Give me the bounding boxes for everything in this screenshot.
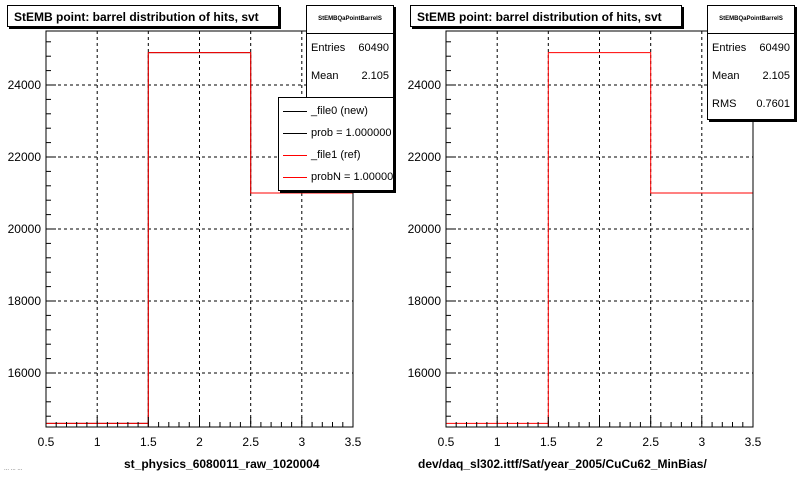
right-x-axis-title: dev/daq_sl302.ittf/Sat/year_2005/CuCu62_…	[418, 457, 707, 471]
left-x-tick-label: 1	[94, 435, 101, 449]
right-y-tick-label: 24000	[408, 78, 442, 92]
right-x-tick-label: 3.5	[745, 435, 762, 449]
legend-label-probn: probN = 1.000000	[311, 171, 394, 183]
right-stats-name: StEMBQaPointBarrelS	[708, 6, 794, 34]
right-canvas-pad: 0.5 1 1.5 2 2.5 3 3.5 16000 18000 20000 22000 24000…	[400, 0, 800, 480]
left-stats-row-mean: Mean 2.105	[307, 62, 393, 90]
left-x-tick-label: 1.5	[140, 435, 157, 449]
right-series-0-line	[446, 52, 753, 424]
left-footnote: ... ... ...	[4, 466, 23, 472]
right-stats-row-entries: Entries 60490	[708, 34, 794, 62]
right-histogram-plot: 0.5 1 1.5 2 2.5 3 3.5 16000 18000 20000 22000 24000	[408, 30, 762, 449]
legend-entry-prob: prob = 1.000000	[279, 122, 393, 144]
right-y-tick-label: 20000	[408, 222, 442, 236]
legend-line-prob	[283, 133, 307, 134]
legend-label-file0: _file0 (new)	[311, 105, 368, 117]
right-x-tick-label: 2	[596, 435, 603, 449]
right-stats-entries-value: 60490	[759, 42, 790, 54]
right-x-tick-label: 2.5	[642, 435, 659, 449]
left-y-tick-label: 24000	[8, 78, 42, 92]
legend-line-file1	[283, 155, 307, 156]
left-series-1-line	[46, 52, 353, 424]
left-x-tick-label: 0.5	[38, 435, 55, 449]
right-x-tick-label: 1.5	[540, 435, 557, 449]
left-stats-name: StEMBQaPointBarrelS	[307, 6, 393, 34]
right-stats-mean-value: 2.105	[762, 70, 790, 82]
left-stats-row-entries: Entries 60490	[307, 34, 393, 62]
left-y-tick-label: 22000	[8, 150, 42, 164]
left-x-tick-label: 3	[298, 435, 305, 449]
left-x-tick-label: 3.5	[345, 435, 362, 449]
left-y-tick-label: 20000	[8, 222, 42, 236]
left-x-axis-title: st_physics_6080011_raw_1020004	[124, 457, 320, 471]
right-stats-row-mean: Mean 2.105	[708, 62, 794, 90]
legend-entry-probn: probN = 1.000000	[279, 166, 393, 188]
left-stats-entries-label: Entries	[311, 42, 346, 54]
legend-label-file1: _file1 (ref)	[311, 149, 361, 161]
left-y-tick-label: 18000	[8, 294, 42, 308]
right-plot-title: StEMB point: barrel distribution of hits…	[410, 5, 682, 27]
legend-line-probn	[283, 177, 307, 178]
legend-entry-file1: _file1 (ref)	[279, 144, 393, 166]
right-stats-row-rms: RMS 0.7601	[708, 90, 794, 118]
left-y-tick-label: 16000	[8, 366, 42, 380]
left-stats-entries-value: 60490	[358, 42, 389, 54]
left-x-tick-label: 2	[196, 435, 203, 449]
right-y-tick-label: 16000	[408, 366, 442, 380]
left-stats-mean-label: Mean	[311, 70, 339, 82]
left-x-tick-label: 2.5	[242, 435, 259, 449]
left-canvas-pad: 0.5 1 1.5 2 2.5 3 3.5 16000 18000 20000 22000 24000…	[4, 5, 394, 472]
right-x-tick-label: 0.5	[438, 435, 455, 449]
right-x-tick-label: 1	[494, 435, 501, 449]
right-y-tick-label: 22000	[408, 150, 442, 164]
left-plot-title: StEMB point: barrel distribution of hits…	[7, 5, 279, 27]
legend-label-prob: prob = 1.000000	[311, 127, 392, 139]
left-legend[interactable]: _file0 (new) prob = 1.000000 _file1 (ref…	[278, 97, 394, 191]
right-stats-rms-value: 0.7601	[756, 98, 790, 110]
right-x-tick-label: 3	[698, 435, 705, 449]
legend-entry-file0: _file0 (new)	[279, 100, 393, 122]
left-stats-mean-value: 2.105	[361, 70, 389, 82]
right-stats-box[interactable]: StEMBQaPointBarrelS Entries 60490 Mean 2…	[707, 5, 795, 120]
right-y-tick-label: 18000	[408, 294, 442, 308]
right-stats-mean-label: Mean	[712, 70, 740, 82]
right-stats-rms-label: RMS	[712, 98, 737, 110]
right-stats-entries-label: Entries	[712, 42, 747, 54]
legend-line-file0	[283, 111, 307, 112]
